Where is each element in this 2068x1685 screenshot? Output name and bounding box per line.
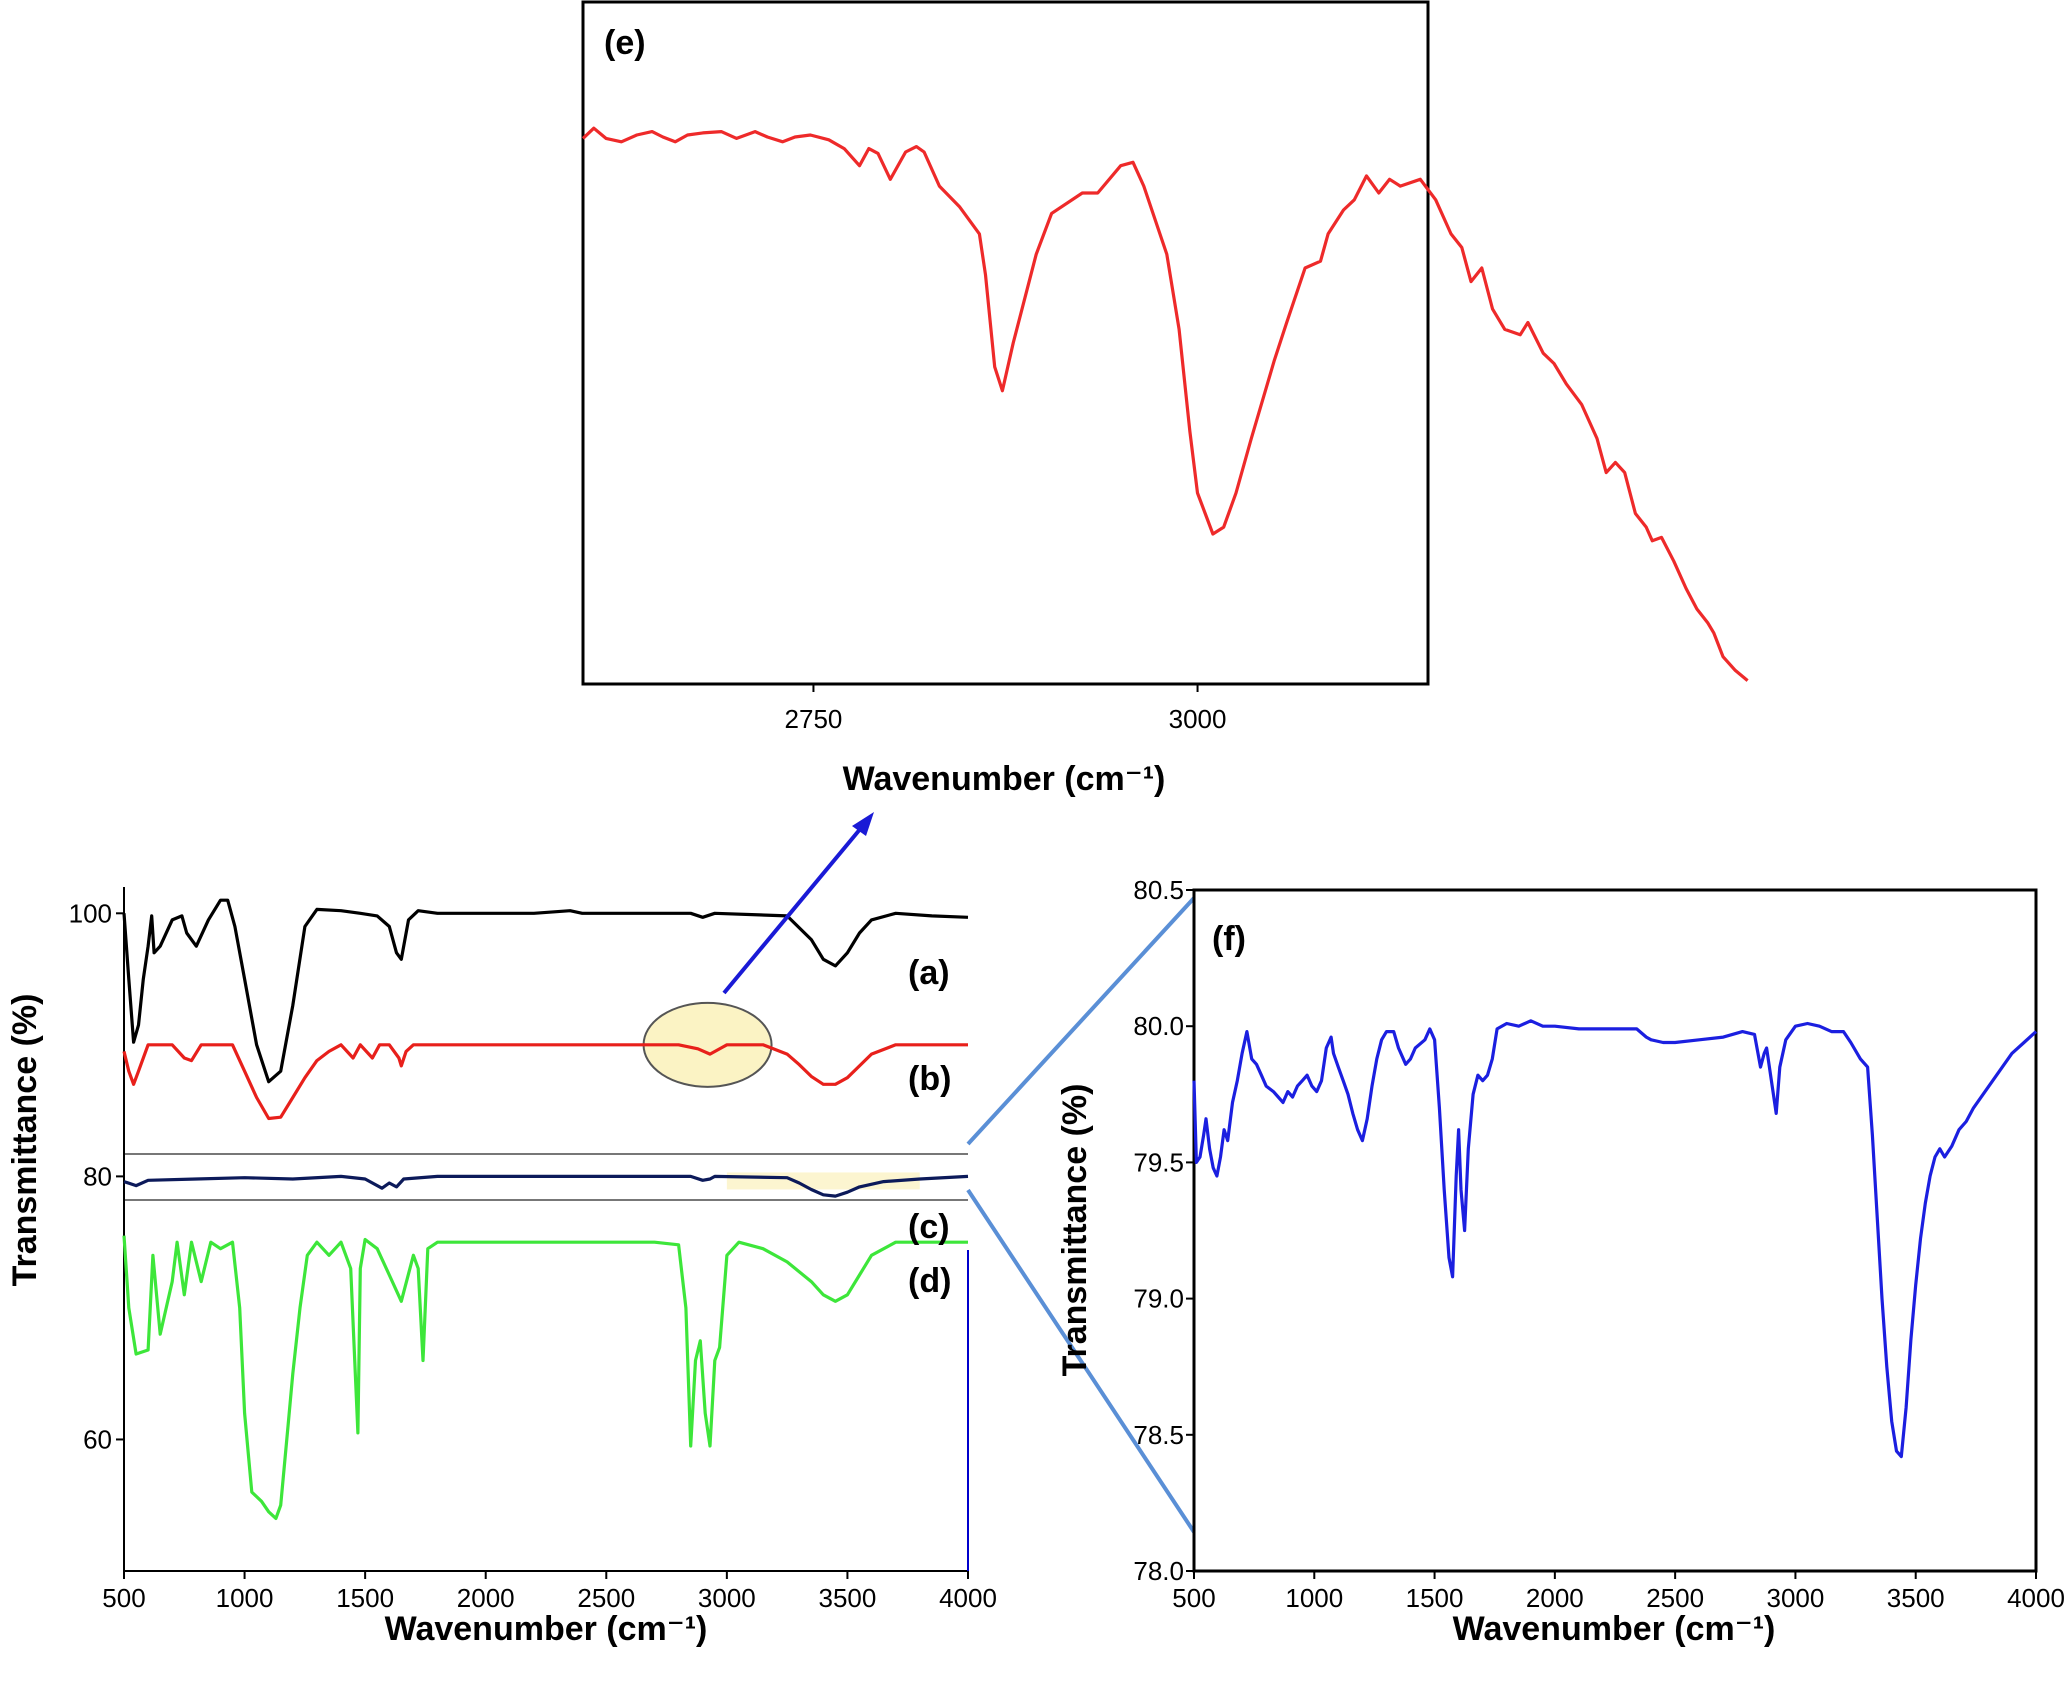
curve-label: (d) <box>908 1262 951 1300</box>
zoom-connector-bottom <box>966 1188 1196 1534</box>
main-y-tick-label: 80 <box>83 1161 112 1191</box>
spectrum-line-d <box>122 1235 968 1520</box>
panel-e-x-tick-label: 2750 <box>785 704 843 734</box>
panel-e-x-axis-title: Wavenumber (cm⁻¹) <box>843 760 1166 798</box>
spectrum-line-a <box>122 898 969 1084</box>
panel-f-x-tick-label: 500 <box>1172 1583 1215 1613</box>
panel-f-frame <box>1192 888 2038 1573</box>
panel-f-x-tick-label: 3500 <box>1887 1583 1945 1613</box>
spectrum-line-b <box>122 1043 968 1121</box>
main-y-tick-label: 60 <box>83 1424 112 1454</box>
panel-f-x-axis-title: Wavenumber (cm⁻¹) <box>1453 1610 1776 1648</box>
zoom-arrow <box>722 820 868 995</box>
panel-f-x-tick-label: 1500 <box>1406 1583 1464 1613</box>
panel-f-x-tick-label: 4000 <box>2007 1583 2065 1613</box>
spectrum-line-c <box>123 1174 969 1198</box>
main-x-tick-label: 2000 <box>457 1583 515 1613</box>
panel-f-y-tick-label: 80.0 <box>1133 1011 1184 1041</box>
panel-f-y-tick-label: 78.0 <box>1133 1556 1184 1586</box>
panel-e-frame <box>581 0 1430 686</box>
panel-f-x-tick-label: 3000 <box>1767 1583 1825 1613</box>
main-x-tick-label: 3500 <box>819 1583 877 1613</box>
panel-e-label: (e) <box>604 24 646 62</box>
panel-f-y-tick-label: 80.5 <box>1133 875 1184 905</box>
panel-f-y-axis-title: Transmittance (%) <box>1056 1084 1094 1377</box>
main-x-tick-label: 3000 <box>698 1583 756 1613</box>
main-x-tick-label: 1500 <box>336 1583 394 1613</box>
curve-label: (c) <box>908 1208 950 1246</box>
main-x-tick-label: 1000 <box>216 1583 274 1613</box>
panel-f-x-tick-label: 2500 <box>1646 1583 1704 1613</box>
main-x-axis-title: Wavenumber (cm⁻¹) <box>385 1610 708 1648</box>
panel-f-x-tick-label: 2000 <box>1526 1583 1584 1613</box>
panel-f-y-tick-label: 79.5 <box>1133 1147 1184 1177</box>
main-y-axis-title: Transmittance (%) <box>6 994 44 1287</box>
zoom-connector-top <box>966 896 1196 1146</box>
panel-f-y-tick-label: 79.0 <box>1133 1284 1184 1314</box>
main-x-tick-label: 2500 <box>577 1583 635 1613</box>
main-x-tick-label: 4000 <box>939 1583 997 1613</box>
panel-f-y-tick-label: 78.5 <box>1133 1420 1184 1450</box>
main-x-tick-label: 500 <box>102 1583 145 1613</box>
panel-f-label: (f) <box>1212 920 1246 958</box>
spectrum-line-e <box>581 126 1749 682</box>
spectrum-line-f <box>1192 1019 2038 1459</box>
curve-label: (b) <box>908 1060 951 1098</box>
curve-label: (a) <box>908 954 950 992</box>
main-y-tick-label: 100 <box>69 898 112 928</box>
zoom-arrow-head <box>852 812 874 836</box>
panel-e-x-tick-label: 3000 <box>1169 704 1227 734</box>
panel-f-x-tick-label: 1000 <box>1285 1583 1343 1613</box>
